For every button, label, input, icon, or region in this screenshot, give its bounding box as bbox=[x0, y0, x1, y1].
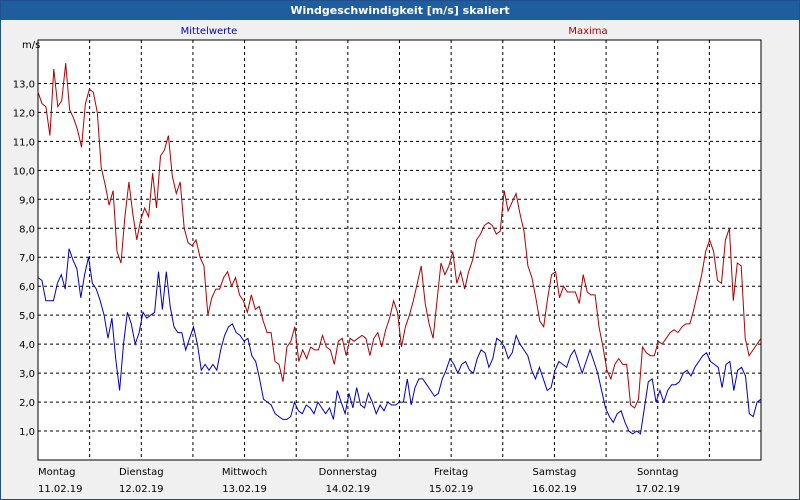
x-tick-date: 15.02.19 bbox=[429, 484, 474, 495]
y-tick-label: 1,0 bbox=[19, 427, 35, 438]
legend-mittelwerte: Mittelwerte bbox=[181, 26, 238, 37]
y-tick-label: 9,0 bbox=[19, 195, 35, 206]
x-tick-weekday: Montag bbox=[38, 467, 75, 478]
y-tick-label: 11,0 bbox=[13, 137, 35, 148]
x-tick-date: 16.02.19 bbox=[532, 484, 577, 495]
y-tick-label: 7,0 bbox=[19, 253, 35, 264]
x-tick-weekday: Mittwoch bbox=[222, 467, 267, 478]
x-tick-date: 14.02.19 bbox=[326, 484, 371, 495]
legend-maxima: Maxima bbox=[568, 26, 607, 37]
y-tick-label: 8,0 bbox=[19, 224, 35, 235]
series-line-0 bbox=[37, 248, 762, 435]
x-tick-weekday: Sonntag bbox=[637, 467, 679, 478]
y-tick-label: 5,0 bbox=[19, 311, 35, 322]
x-tick-weekday: Dienstag bbox=[119, 467, 164, 478]
x-tick-date: 13.02.19 bbox=[222, 484, 267, 495]
y-tick-label: 4,0 bbox=[19, 340, 35, 351]
x-tick-weekday: Samstag bbox=[533, 467, 577, 478]
y-tick-label: 3,0 bbox=[19, 369, 35, 380]
x-tick-date: 12.02.19 bbox=[119, 484, 164, 495]
y-tick-label: 2,0 bbox=[19, 398, 35, 409]
y-tick-label: 12,0 bbox=[13, 108, 35, 119]
y-tick-label: 6,0 bbox=[19, 282, 35, 293]
y-tick-label: 13,0 bbox=[13, 79, 35, 90]
window-title: Windgeschwindigkeit [m/s] skaliert bbox=[1, 1, 799, 20]
series-line-1 bbox=[37, 63, 762, 409]
y-tick-label: 10,0 bbox=[13, 166, 35, 177]
series-lines bbox=[37, 63, 762, 435]
y-axis-label: m/s bbox=[22, 40, 40, 51]
x-tick-labels: Montag 11.02.19 Dienstag 12.02.19 Mittwoch 13… bbox=[38, 467, 680, 495]
x-tick-weekday: Freitag bbox=[434, 467, 468, 478]
wind-speed-chart: m/s 1,02,03,04,05,06,07,08,09,010,011,01… bbox=[13, 26, 762, 495]
x-tick-date: 11.02.19 bbox=[38, 484, 83, 495]
x-tick-date: 17.02.19 bbox=[635, 484, 680, 495]
y-tick-labels: 1,0 2,0 3,0 4,0 5,0 6,0 7,0 8,0 9,0 10,0 11,0 12,0 1… bbox=[13, 79, 35, 438]
x-tick-weekday: Donnerstag bbox=[319, 467, 377, 478]
